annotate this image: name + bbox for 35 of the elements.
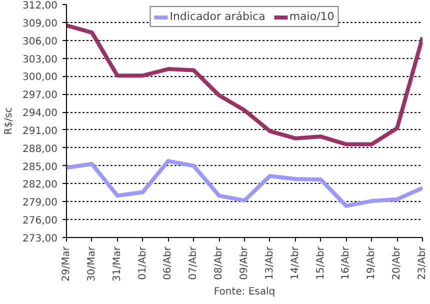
y-tick-label: 306,00 <box>22 36 58 48</box>
x-tick-label: 31/Mar <box>112 246 123 282</box>
x-tick-label: 13/Abr <box>264 246 276 280</box>
x-tick-label: 16/Abr <box>340 246 352 280</box>
y-tick-label: 282,00 <box>22 180 58 191</box>
y-tick-label: 276,00 <box>22 216 58 227</box>
y-tick-label: 300,00 <box>22 72 58 84</box>
x-tick-label: 23/Abr <box>417 246 428 280</box>
y-tick-label: 312,00 <box>22 0 58 12</box>
x-tick-label: 01/Abr <box>137 246 148 280</box>
x-tick-label: 06/Abr <box>162 246 174 280</box>
y-tick-label: 309,00 <box>22 18 58 30</box>
line-series <box>66 159 422 208</box>
x-tick-label: 15/Abr <box>315 246 326 280</box>
line-series <box>66 23 422 146</box>
legend-label: maio/10 <box>289 10 334 23</box>
x-tick-label: 14/Abr <box>290 246 301 280</box>
y-tick-label: 273,00 <box>22 234 58 244</box>
x-tick-label: 29/Mar <box>61 246 72 282</box>
x-tick-label: 20/Abr <box>392 246 403 280</box>
y-tick-label: 291,00 <box>22 126 58 137</box>
y-tick-label: 297,00 <box>22 90 58 102</box>
legend-label: Indicador arábica <box>170 10 266 23</box>
y-axis-title: R$/sc <box>4 107 15 135</box>
y-tick-label: 294,00 <box>22 108 58 120</box>
source-note: Fonte: Esalq <box>214 286 276 298</box>
x-tick-label: 09/Abr <box>239 246 250 280</box>
y-tick-label: 285,00 <box>22 162 58 173</box>
x-tick-label: 07/Abr <box>188 246 200 280</box>
y-tick-label: 303,00 <box>22 54 58 66</box>
x-tick-label: 19/Abr <box>366 246 378 280</box>
x-tick-label: 08/Abr <box>214 246 225 280</box>
y-tick-label: 288,00 <box>22 144 58 155</box>
x-tick-label: 30/Mar <box>86 246 98 282</box>
y-tick-label: 279,00 <box>22 198 58 209</box>
